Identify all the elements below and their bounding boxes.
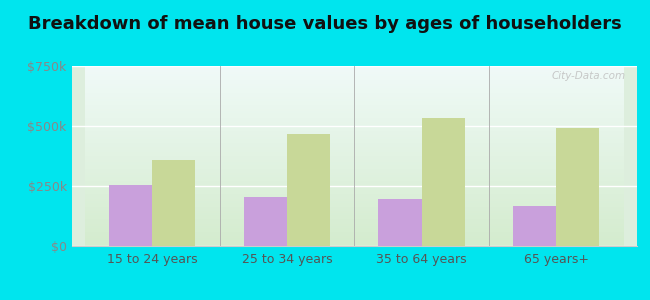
Text: Breakdown of mean house values by ages of householders: Breakdown of mean house values by ages o… [28,15,622,33]
Bar [244,197,287,246]
Text: City-Data.com: City-Data.com [552,71,626,81]
Bar [109,185,152,246]
Bar [513,206,556,246]
Bar [287,134,330,246]
Bar [378,199,422,246]
Bar [422,118,465,246]
Bar [556,128,599,246]
Bar [152,160,196,246]
